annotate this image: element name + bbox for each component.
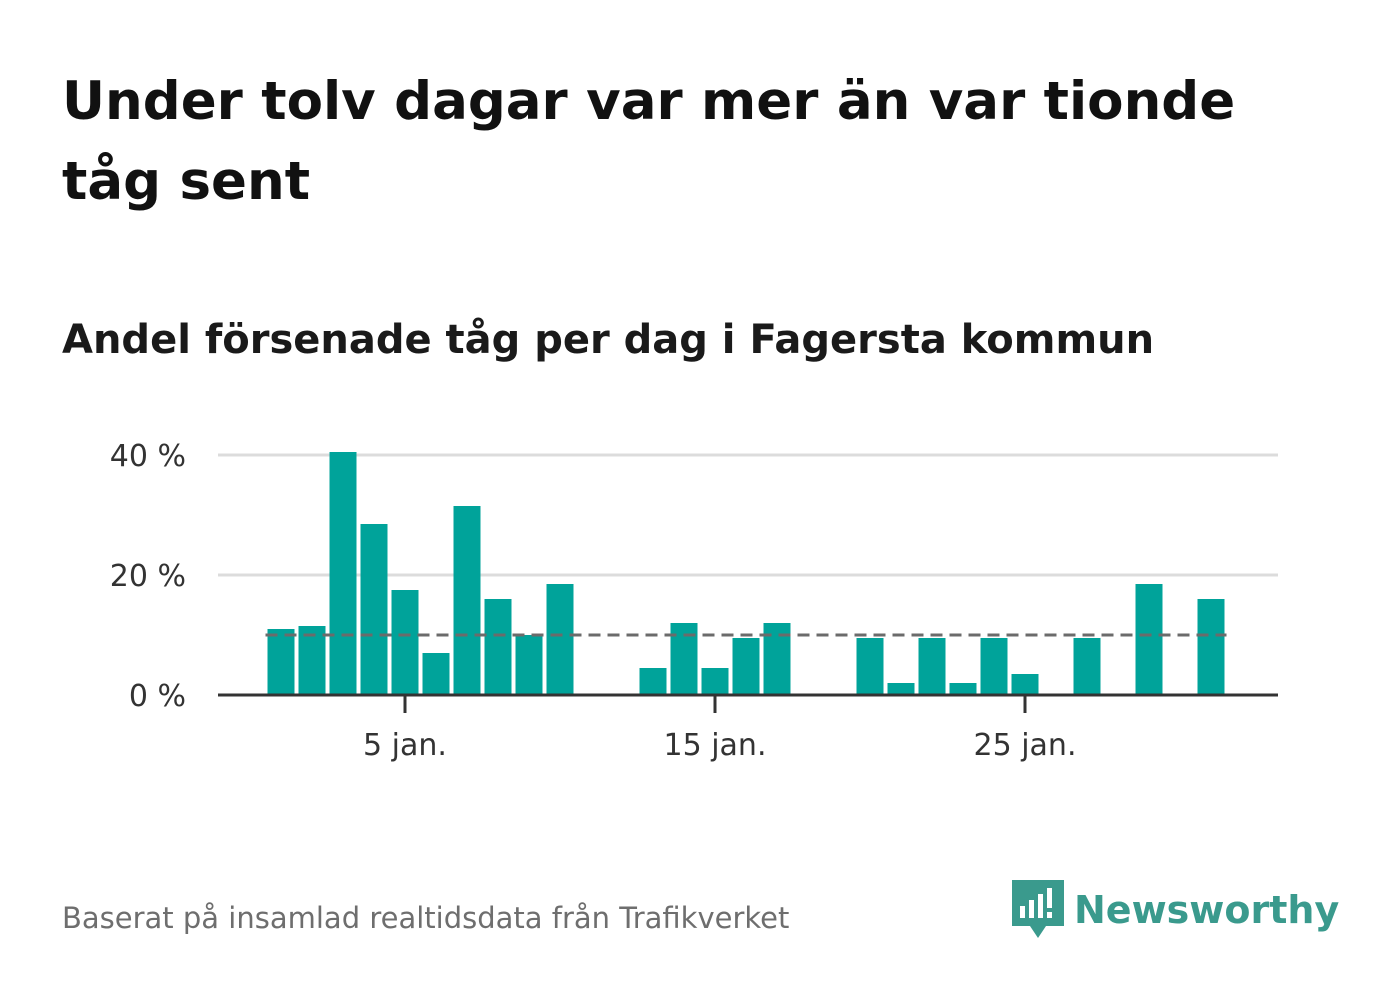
bar [267,629,295,695]
bar [732,638,760,695]
bar [639,668,667,695]
source-note: Baserat på insamlad realtidsdata från Tr… [62,901,790,935]
y-tick-labels: 0 % 20 % 40 % [110,439,186,714]
y-tick-label: 40 % [110,439,186,474]
brand-logo: Newsworthy [1012,878,1339,942]
bar [856,638,884,695]
y-tick-label: 20 % [110,559,186,594]
gridlines [218,453,1278,577]
x-tick-label: 5 jan. [363,728,447,763]
bar [980,638,1008,695]
bar [298,626,326,695]
bar [360,524,388,695]
x-tick-label: 25 jan. [974,728,1077,763]
bar [701,668,729,695]
bar-chart-speech-bubble-icon [1012,880,1064,938]
bar [918,638,946,695]
x-tick-labels: 5 jan. 15 jan. 25 jan. [363,728,1076,763]
bar [329,452,357,695]
bar [391,590,419,695]
bar [1073,638,1101,695]
bar [484,599,512,695]
bar [515,635,543,695]
bars [267,452,1225,695]
bar [546,584,574,695]
brand-name: Newsworthy [1074,888,1340,932]
y-tick-label: 0 % [129,679,186,714]
bar [422,653,450,695]
chart-title: Under tolv dagar var mer än var tionde t… [62,71,1236,212]
bar-chart: 0 % 20 % 40 % 5 jan. 15 jan. 25 jan. [110,439,1278,763]
x-tick-label: 15 jan. [664,728,767,763]
chart-subtitle: Andel försenade tåg per dag i Fagersta k… [62,317,1155,363]
bar [453,506,481,695]
bar [1197,599,1225,695]
bar [949,683,977,695]
x-axis [218,693,1278,713]
bar [1135,584,1163,695]
bar [1011,674,1039,695]
bar [887,683,915,695]
